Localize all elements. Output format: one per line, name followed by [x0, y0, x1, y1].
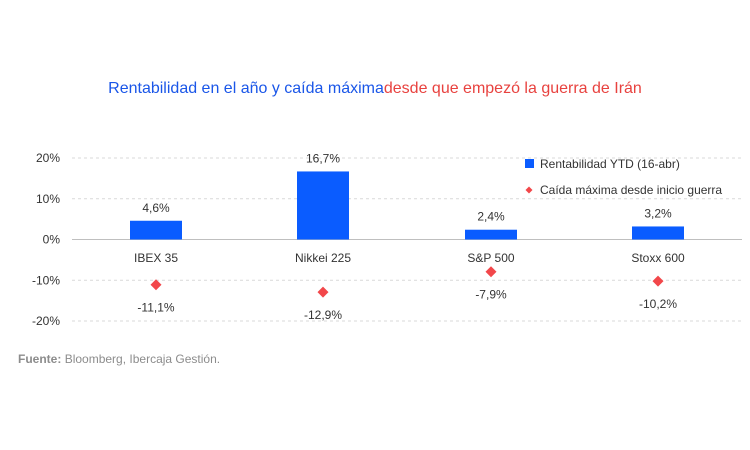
marker-data-label: -11,1%	[137, 301, 174, 315]
bar-data-label: 16,7%	[306, 151, 340, 165]
bar	[130, 220, 182, 240]
title-part-1: Rentabilidad en el año y caída máxima	[108, 80, 384, 97]
marker-data-label: -10,2%	[639, 297, 677, 311]
y-tick-label: -10%	[32, 273, 60, 287]
bar-data-label: 3,2%	[644, 206, 672, 220]
category-label: S&P 500	[467, 251, 514, 265]
marker-point	[485, 266, 497, 278]
marker-point	[150, 279, 162, 291]
bar	[465, 229, 517, 240]
legend-marker-label: Caída máxima desde inicio guerra	[540, 183, 722, 197]
bar	[632, 226, 684, 240]
chart-title: Rentabilidad en el año y caída máximades…	[0, 80, 750, 98]
y-tick-label: 10%	[36, 192, 60, 206]
legend-bar-label: Rentabilidad YTD (16-abr)	[540, 157, 680, 171]
source-note: Fuente: Bloomberg, Ibercaja Gestión.	[18, 352, 220, 366]
category-label: IBEX 35	[134, 251, 178, 265]
marker-point	[317, 286, 329, 298]
category-label: Nikkei 225	[295, 251, 351, 265]
source-label: Fuente:	[18, 352, 62, 366]
marker-point	[652, 275, 664, 287]
category-label: Stoxx 600	[631, 251, 685, 265]
bar-data-label: 4,6%	[142, 201, 170, 215]
legend-marker-swatch	[525, 186, 533, 194]
marker-data-label: -7,9%	[475, 288, 507, 302]
bar	[297, 171, 349, 240]
y-tick-label: -20%	[32, 314, 60, 328]
y-tick-label: 20%	[36, 151, 60, 165]
source-text: Bloomberg, Ibercaja Gestión.	[64, 352, 221, 366]
title-part-2: desde que empezó la guerra de Irán	[383, 80, 642, 97]
legend-bar-swatch	[525, 159, 534, 168]
marker-data-label: -12,9%	[304, 308, 342, 322]
y-tick-label: 0%	[43, 233, 61, 247]
bar-data-label: 2,4%	[477, 210, 505, 224]
